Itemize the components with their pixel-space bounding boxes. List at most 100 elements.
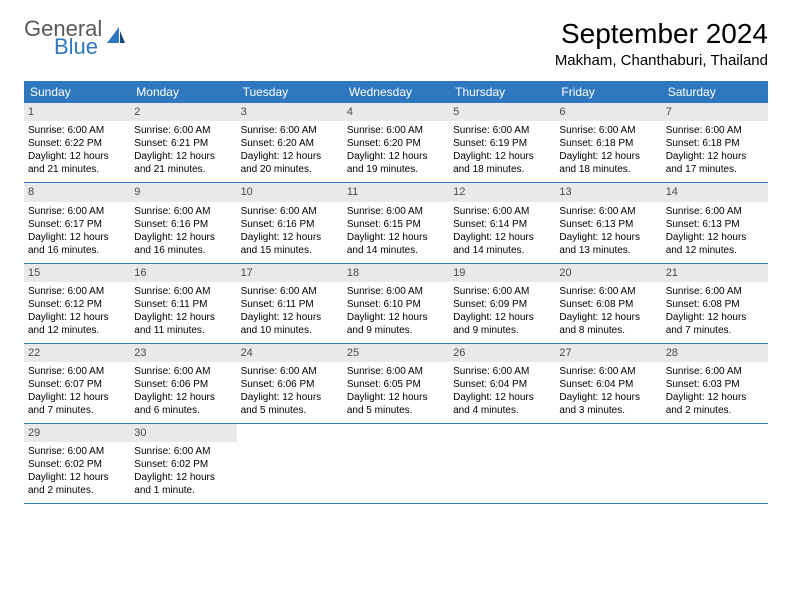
sunrise-text: Sunrise: 6:00 AM [28, 124, 126, 137]
daylight-text: Daylight: 12 hours and 8 minutes. [559, 311, 657, 337]
calendar: Sunday Monday Tuesday Wednesday Thursday… [24, 81, 768, 504]
sunset-text: Sunset: 6:10 PM [347, 298, 445, 311]
sunrise-text: Sunrise: 6:00 AM [347, 285, 445, 298]
weekday-tuesday: Tuesday [237, 81, 343, 103]
day-number: 10 [237, 183, 343, 201]
sunrise-text: Sunrise: 6:00 AM [453, 205, 551, 218]
daylight-text: Daylight: 12 hours and 7 minutes. [28, 391, 126, 417]
day-cell: 17Sunrise: 6:00 AMSunset: 6:11 PMDayligh… [237, 264, 343, 343]
sunset-text: Sunset: 6:03 PM [666, 378, 764, 391]
week-row: 29Sunrise: 6:00 AMSunset: 6:02 PMDayligh… [24, 424, 768, 504]
day-number: 26 [449, 344, 555, 362]
day-number: 23 [130, 344, 236, 362]
day-number: 30 [130, 424, 236, 442]
daylight-text: Daylight: 12 hours and 7 minutes. [666, 311, 764, 337]
sunset-text: Sunset: 6:09 PM [453, 298, 551, 311]
day-number: 6 [555, 103, 661, 121]
day-cell: 29Sunrise: 6:00 AMSunset: 6:02 PMDayligh… [24, 424, 130, 503]
sunrise-text: Sunrise: 6:00 AM [666, 285, 764, 298]
daylight-text: Daylight: 12 hours and 11 minutes. [134, 311, 232, 337]
day-cell: 10Sunrise: 6:00 AMSunset: 6:16 PMDayligh… [237, 183, 343, 262]
day-cell: 8 Sunrise: 6:00 AMSunset: 6:17 PMDaylight… [24, 183, 130, 262]
day-cell: 24Sunrise: 6:00 AMSunset: 6:06 PMDayligh… [237, 344, 343, 423]
day-cell: 3Sunrise: 6:00 AMSunset: 6:20 AMDaylight… [237, 103, 343, 182]
sunset-text: Sunset: 6:13 PM [666, 218, 764, 231]
sunset-text: Sunset: 6:08 PM [559, 298, 657, 311]
day-cell: 2Sunrise: 6:00 AMSunset: 6:21 PMDaylight… [130, 103, 236, 182]
sunset-text: Sunset: 6:12 PM [28, 298, 126, 311]
sunrise-text: Sunrise: 6:00 AM [559, 124, 657, 137]
day-number: 3 [237, 103, 343, 121]
sunset-text: Sunset: 6:18 PM [559, 137, 657, 150]
sunrise-text: Sunrise: 6:00 AM [453, 365, 551, 378]
page-title: September 2024 [555, 18, 768, 50]
day-number: 15 [24, 264, 130, 282]
weekday-saturday: Saturday [662, 81, 768, 103]
daylight-text: Daylight: 12 hours and 17 minutes. [666, 150, 764, 176]
day-cell: 15Sunrise: 6:00 AMSunset: 6:12 PMDayligh… [24, 264, 130, 343]
sunrise-text: Sunrise: 6:00 AM [134, 445, 232, 458]
sunrise-text: Sunrise: 6:00 AM [28, 205, 126, 218]
day-number: 8 [24, 183, 130, 201]
weekday-monday: Monday [130, 81, 236, 103]
daylight-text: Daylight: 12 hours and 3 minutes. [559, 391, 657, 417]
daylight-text: Daylight: 12 hours and 5 minutes. [347, 391, 445, 417]
sunset-text: Sunset: 6:22 PM [28, 137, 126, 150]
sunrise-text: Sunrise: 6:00 AM [241, 205, 339, 218]
daylight-text: Daylight: 12 hours and 5 minutes. [241, 391, 339, 417]
sunrise-text: Sunrise: 6:00 AM [666, 205, 764, 218]
day-number: 17 [237, 264, 343, 282]
daylight-text: Daylight: 12 hours and 4 minutes. [453, 391, 551, 417]
day-number: 14 [662, 183, 768, 201]
day-cell: 21Sunrise: 6:00 AMSunset: 6:08 PMDayligh… [662, 264, 768, 343]
day-cell: 28Sunrise: 6:00 AMSunset: 6:03 PMDayligh… [662, 344, 768, 423]
sunrise-text: Sunrise: 6:00 AM [347, 205, 445, 218]
sunrise-text: Sunrise: 6:00 AM [241, 365, 339, 378]
daylight-text: Daylight: 12 hours and 6 minutes. [134, 391, 232, 417]
daylight-text: Daylight: 12 hours and 18 minutes. [453, 150, 551, 176]
daylight-text: Daylight: 12 hours and 16 minutes. [28, 231, 126, 257]
sunset-text: Sunset: 6:14 PM [453, 218, 551, 231]
brand-blue: Blue [54, 36, 102, 58]
sunset-text: Sunset: 6:20 PM [347, 137, 445, 150]
day-cell: 1 Sunrise: 6:00 AMSunset: 6:22 PMDaylight… [24, 103, 130, 182]
sunset-text: Sunset: 6:06 PM [134, 378, 232, 391]
day-cell [237, 424, 343, 503]
day-number: 22 [24, 344, 130, 362]
week-row: 1Sunrise: 6:00 AMSunset: 6:22 PMDaylight… [24, 103, 768, 183]
weekday-wednesday: Wednesday [343, 81, 449, 103]
sunrise-text: Sunrise: 6:00 AM [134, 285, 232, 298]
sunset-text: Sunset: 6:15 PM [347, 218, 445, 231]
sunset-text: Sunset: 6:17 PM [28, 218, 126, 231]
brand-logo: General Blue [24, 18, 127, 58]
daylight-text: Daylight: 12 hours and 21 minutes. [28, 150, 126, 176]
day-cell: 30 Sunrise: 6:00 AMSunset: 6:02 PMDayligh… [130, 424, 236, 503]
sunset-text: Sunset: 6:02 PM [28, 458, 126, 471]
week-row: 15Sunrise: 6:00 AMSunset: 6:12 PMDayligh… [24, 264, 768, 344]
day-cell: 27Sunrise: 6:00 AMSunset: 6:04 PMDayligh… [555, 344, 661, 423]
sunset-text: Sunset: 6:04 PM [453, 378, 551, 391]
daylight-text: Daylight: 12 hours and 1 minute. [134, 471, 232, 497]
weekday-sunday: Sunday [24, 81, 130, 103]
sunset-text: Sunset: 6:07 PM [28, 378, 126, 391]
daylight-text: Daylight: 12 hours and 20 minutes. [241, 150, 339, 176]
daylight-text: Daylight: 12 hours and 18 minutes. [559, 150, 657, 176]
weekday-thursday: Thursday [449, 81, 555, 103]
day-number: 7 [662, 103, 768, 121]
sunset-text: Sunset: 6:02 PM [134, 458, 232, 471]
sunrise-text: Sunrise: 6:00 AM [559, 285, 657, 298]
sunrise-text: Sunrise: 6:00 AM [134, 124, 232, 137]
day-cell [449, 424, 555, 503]
day-number: 9 [130, 183, 236, 201]
weekday-friday: Friday [555, 81, 661, 103]
day-cell: 20Sunrise: 6:00 AMSunset: 6:08 PMDayligh… [555, 264, 661, 343]
day-number: 1 [24, 103, 130, 121]
sunrise-text: Sunrise: 6:00 AM [28, 285, 126, 298]
day-number: 4 [343, 103, 449, 121]
daylight-text: Daylight: 12 hours and 14 minutes. [347, 231, 445, 257]
day-number: 27 [555, 344, 661, 362]
daylight-text: Daylight: 12 hours and 2 minutes. [28, 471, 126, 497]
sunrise-text: Sunrise: 6:00 AM [28, 365, 126, 378]
day-cell: 5Sunrise: 6:00 AMSunset: 6:19 PMDaylight… [449, 103, 555, 182]
day-number: 24 [237, 344, 343, 362]
